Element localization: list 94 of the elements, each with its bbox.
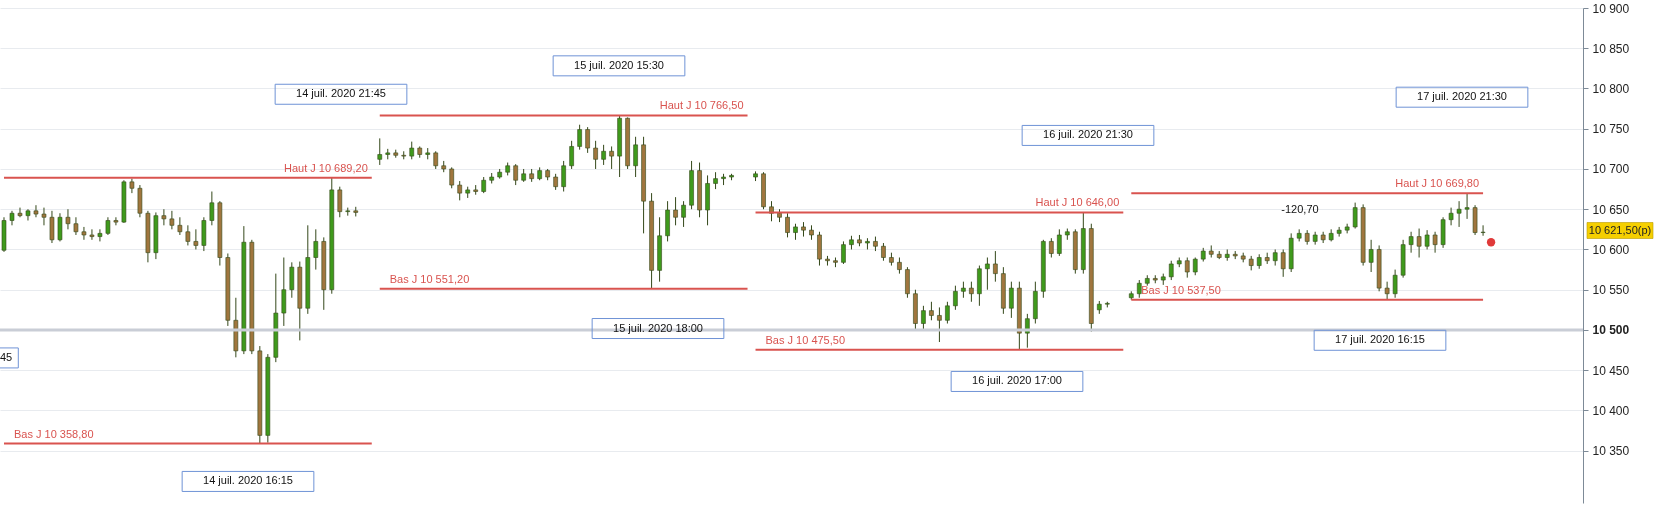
- candlestick: [1416, 228, 1422, 259]
- candlestick: [449, 166, 455, 189]
- candlestick: [1049, 237, 1054, 259]
- y-tick-label: 10 850: [1592, 41, 1630, 56]
- candlestick: [97, 228, 103, 242]
- candlestick: [73, 216, 79, 236]
- candlestick: [577, 124, 582, 151]
- series-label: Haut J 10 646,00: [1035, 196, 1120, 209]
- candlestick: [1432, 231, 1438, 254]
- candlestick: [1368, 239, 1374, 273]
- candlestick: [313, 228, 319, 271]
- annotation: -120,70: [1281, 202, 1319, 215]
- candlestick: [177, 216, 183, 236]
- series-label: Bas J 10 475,50: [765, 333, 846, 346]
- candlestick: [513, 163, 518, 186]
- series-label: Bas J 10 358,80: [14, 427, 94, 440]
- y-tick-label: 10 550: [1592, 283, 1630, 298]
- candlestick: [49, 210, 55, 244]
- candlestick: [929, 301, 934, 321]
- candlestick: [937, 306, 942, 343]
- annotation: 14 juil. 2020 21:45: [296, 87, 386, 100]
- candlestick: [289, 261, 295, 299]
- candlestick: [1168, 260, 1174, 281]
- y-tick-label: 10 700: [1592, 162, 1630, 177]
- candlestick: [161, 208, 167, 226]
- series-label: Haut J 10 766,50: [659, 99, 744, 112]
- candlestick: [113, 216, 119, 226]
- candlestick: [1424, 229, 1430, 250]
- y-tick-label: 10 800: [1592, 81, 1630, 96]
- candlestick: [785, 212, 790, 238]
- text: 10 621,50(p): [1588, 223, 1652, 236]
- candlestick: [953, 285, 958, 311]
- candlestick: [985, 257, 990, 291]
- candlestick: [457, 180, 463, 201]
- candlestick: [41, 207, 47, 226]
- candlestick: [33, 204, 39, 218]
- annotation: 15 juil. 2020 15:30: [574, 58, 664, 71]
- series-label: Bas J 10 551,20: [389, 272, 470, 285]
- annotation: 16 juil. 2020 17:00: [972, 374, 1062, 387]
- candlestick: [1480, 224, 1486, 237]
- annotation: 16 juil. 2020 21:30: [1043, 128, 1133, 141]
- y-tick-label: 10 450: [1592, 363, 1630, 378]
- candlestick: [57, 212, 63, 242]
- annotation: 17 juil. 2020 21:30: [1417, 90, 1507, 103]
- annotation: 17 juil. 2020 16:15: [1335, 333, 1425, 346]
- candlestick: [89, 228, 95, 241]
- y-tick-label: 10 500: [1592, 323, 1630, 338]
- series-label: Bas J 10 537,50: [1141, 283, 1221, 296]
- y-tick-label: 10 350: [1592, 444, 1630, 459]
- candlestick: [1456, 200, 1462, 228]
- candlestick: [945, 301, 950, 325]
- y-tick-label: 10 900: [1592, 1, 1630, 16]
- candlestick: [1384, 281, 1390, 301]
- series-label: Haut J 10 669,80: [1395, 177, 1480, 190]
- annotation: 14 juil. 2020 16:15: [203, 474, 293, 487]
- candlestick: [1280, 248, 1286, 278]
- candlestick: [1464, 192, 1470, 220]
- candlestick: [593, 140, 598, 170]
- candlestick: [81, 226, 87, 241]
- candlestick: [585, 126, 590, 154]
- candlestick: [993, 250, 998, 283]
- candlestick: [169, 210, 175, 230]
- annotation: 15 juil. 2020 18:00: [613, 321, 703, 334]
- candlestick: [561, 160, 566, 193]
- candlestick: [1392, 269, 1398, 299]
- candlestick: [633, 136, 638, 178]
- y-tick-label: 10 750: [1592, 122, 1630, 137]
- y-tick-label: 10 400: [1592, 403, 1630, 418]
- candlestick: [1352, 202, 1358, 230]
- candlestick: [281, 257, 287, 327]
- candlestick: [337, 186, 343, 218]
- series-label: Haut J 10 689,20: [283, 161, 368, 174]
- candlestick: [681, 200, 686, 228]
- candlestick: [185, 224, 191, 246]
- candlestick: [25, 208, 31, 221]
- candlestick: [673, 196, 678, 226]
- candlestick: [1408, 231, 1414, 254]
- candlestick: [609, 145, 614, 170]
- candlestick: [969, 281, 974, 303]
- candlestick: [1009, 281, 1014, 319]
- candlestick: [841, 240, 846, 265]
- y-tick-label: 10 650: [1592, 202, 1630, 217]
- candlestick: [377, 137, 383, 166]
- candlestick: [17, 207, 23, 218]
- candlestick: [1448, 207, 1454, 226]
- candlestick: [1184, 257, 1190, 279]
- y-tick-label: 10 600: [1592, 242, 1630, 257]
- candlestick: [209, 191, 215, 226]
- candlestick: [569, 140, 574, 170]
- annotation: 45: [0, 350, 13, 363]
- candlestick: [601, 144, 606, 166]
- candlestick: [1057, 228, 1062, 257]
- candlestick: [193, 228, 199, 250]
- candlestick: [65, 208, 71, 230]
